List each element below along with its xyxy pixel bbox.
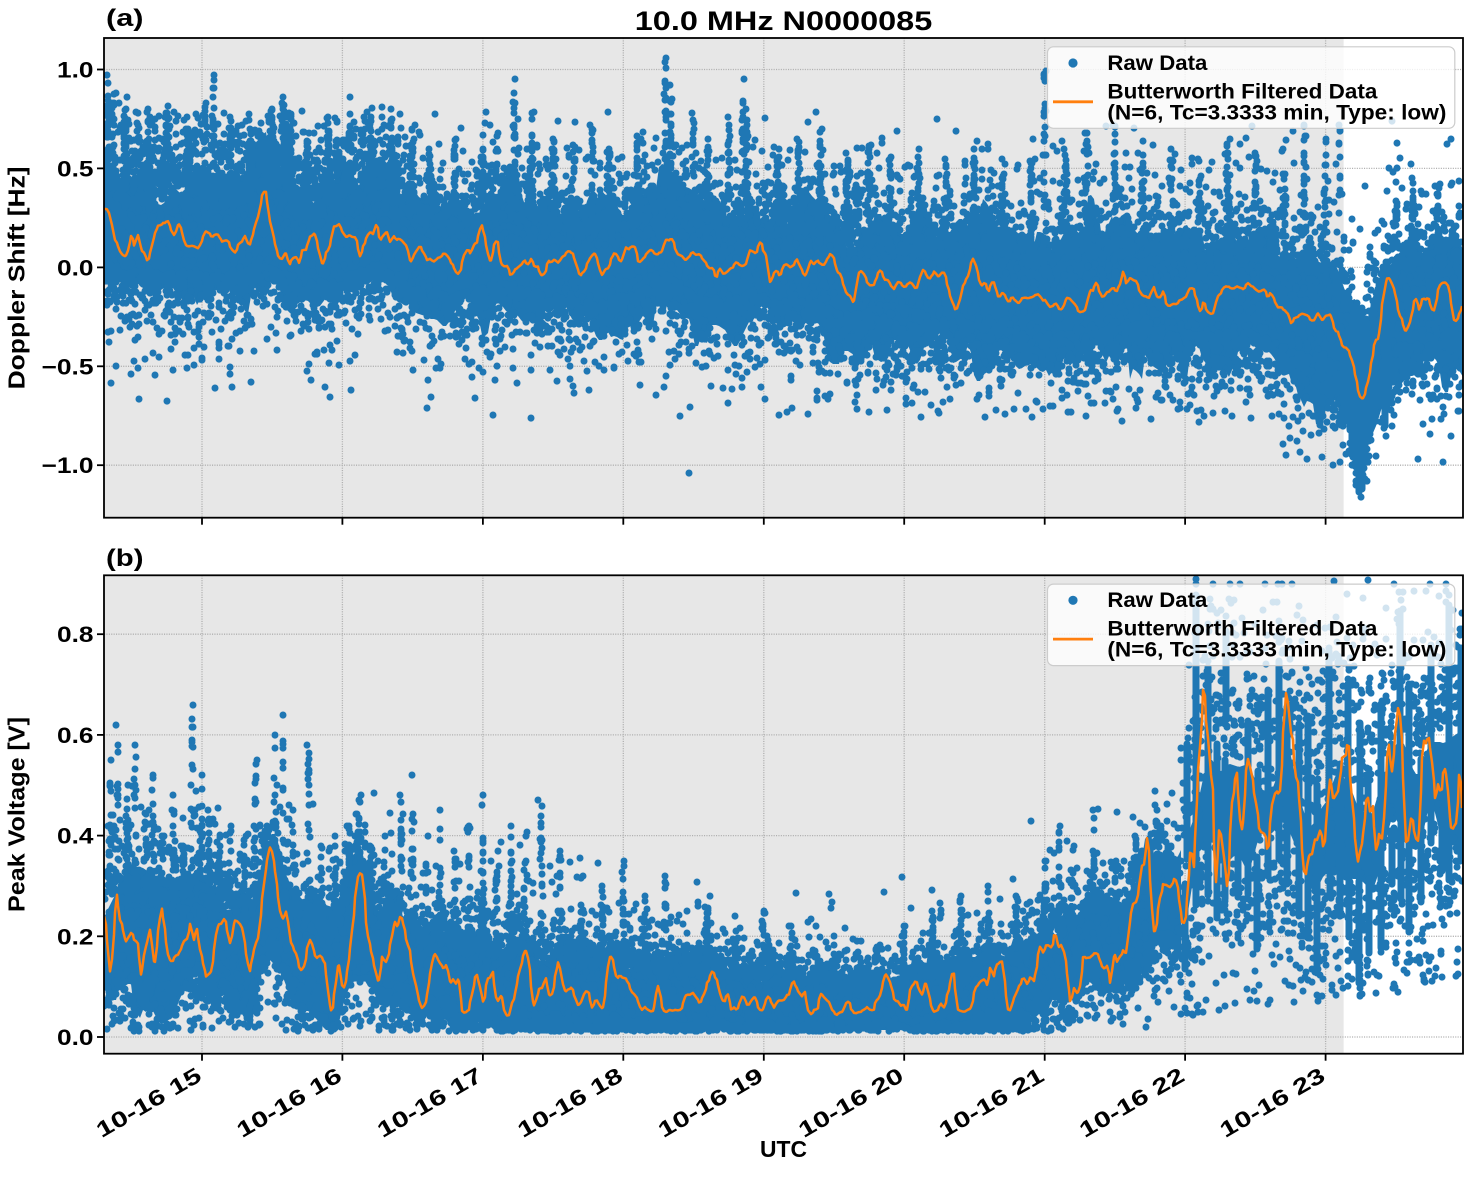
svg-text:0.0: 0.0 — [57, 255, 94, 280]
svg-text:Peak Voltage [V]: Peak Voltage [V] — [4, 717, 30, 912]
svg-text:10.0 MHz N0000085: 10.0 MHz N0000085 — [635, 6, 933, 36]
svg-text:Doppler Shift [Hz]: Doppler Shift [Hz] — [4, 166, 30, 389]
svg-text:Butterworth Filtered Data: Butterworth Filtered Data — [1107, 617, 1378, 641]
svg-text:−0.5: −0.5 — [42, 354, 94, 379]
svg-text:0.2: 0.2 — [57, 924, 94, 949]
svg-text:Raw Data: Raw Data — [1107, 51, 1208, 75]
svg-text:0.5: 0.5 — [57, 156, 94, 181]
svg-text:1.0: 1.0 — [57, 58, 94, 83]
svg-text:0.0: 0.0 — [57, 1025, 94, 1050]
svg-text:0.4: 0.4 — [57, 824, 94, 849]
svg-text:Butterworth Filtered Data: Butterworth Filtered Data — [1107, 79, 1378, 103]
svg-text:0.8: 0.8 — [57, 622, 94, 647]
svg-text:(N=6, Tc=3.3333 min, Type: low: (N=6, Tc=3.3333 min, Type: low) — [1107, 100, 1446, 124]
svg-text:(b): (b) — [106, 545, 144, 572]
svg-text:(N=6, Tc=3.3333 min, Type: low: (N=6, Tc=3.3333 min, Type: low) — [1107, 638, 1446, 662]
svg-text:Raw Data: Raw Data — [1107, 588, 1208, 612]
svg-text:(a): (a) — [106, 5, 144, 32]
svg-text:−1.0: −1.0 — [42, 453, 94, 478]
svg-text:0.6: 0.6 — [57, 723, 94, 748]
svg-text:UTC: UTC — [760, 1136, 807, 1162]
